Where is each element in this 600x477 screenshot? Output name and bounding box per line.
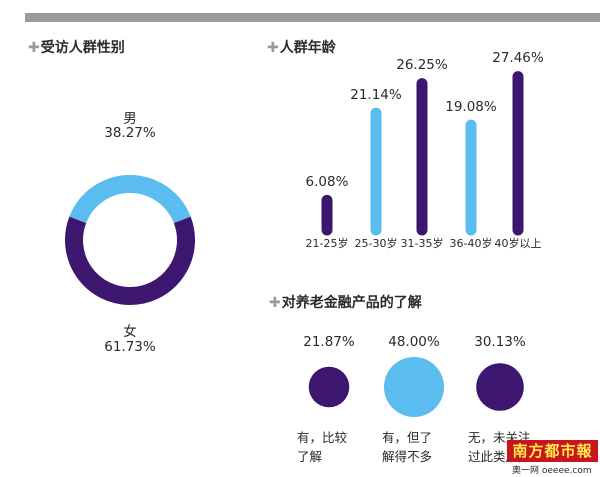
age-section-title: ✚人群年龄 [267, 37, 336, 57]
donut-slice-female [65, 216, 195, 305]
awareness-option-line2: 了解 [297, 449, 323, 464]
awareness-section-title: ✚对养老金融产品的了解 [269, 292, 422, 312]
age-title-text: 人群年龄 [279, 40, 336, 56]
age-tick-label: 31-35岁 [400, 237, 444, 250]
age-bar [512, 71, 524, 236]
awareness-bubble [308, 366, 350, 408]
watermark-logo: 南方都市報 [507, 440, 598, 462]
awareness-value-label: 48.00% [388, 334, 440, 350]
female-label: 女 [123, 324, 137, 340]
awareness-title-text: 对养老金融产品的了解 [281, 295, 422, 311]
awareness-option-line1: 有，但了 [382, 430, 433, 445]
plus-icon: ✚ [267, 40, 279, 56]
donut-slice-male [69, 175, 191, 224]
female-value: 61.73% [104, 339, 156, 355]
age-tick-label: 36-40岁 [449, 237, 493, 250]
age-tick-label: 40岁以上 [494, 237, 542, 250]
awareness-option-line2: 解得不多 [382, 449, 433, 464]
top-divider-bar [25, 13, 600, 22]
age-tick-label: 21-25岁 [305, 237, 349, 250]
plus-icon: ✚ [269, 295, 281, 311]
age-bar-value-label: 27.46% [492, 50, 544, 67]
awareness-value-label: 21.87% [303, 334, 355, 350]
age-bar-value-label: 19.08% [445, 98, 497, 115]
age-bar-value-label: 21.14% [350, 86, 402, 103]
awareness-option-label: 有，但了解得不多 [382, 428, 462, 466]
awareness-bubble [476, 363, 524, 411]
age-tick-label: 25-30岁 [354, 237, 398, 250]
watermark-site: 奥一网 oeeee.com [512, 466, 592, 476]
age-bar-value-label: 6.08% [305, 173, 349, 190]
awareness-option-label: 有，比较了解 [297, 428, 377, 466]
age-bar [321, 194, 333, 236]
gender-title-text: 受访人群性别 [40, 40, 125, 56]
awareness-bubble [384, 357, 444, 417]
male-label: 男 [123, 111, 137, 127]
age-bar [370, 107, 382, 236]
plus-icon: ✚ [28, 40, 40, 56]
age-bar [465, 119, 477, 236]
age-bar-value-label: 26.25% [396, 57, 448, 74]
awareness-value-label: 30.13% [474, 334, 526, 350]
male-value: 38.27% [104, 125, 156, 141]
awareness-option-line1: 有，比较 [297, 430, 348, 445]
gender-section-title: ✚受访人群性别 [28, 37, 125, 57]
age-bar [416, 78, 428, 236]
